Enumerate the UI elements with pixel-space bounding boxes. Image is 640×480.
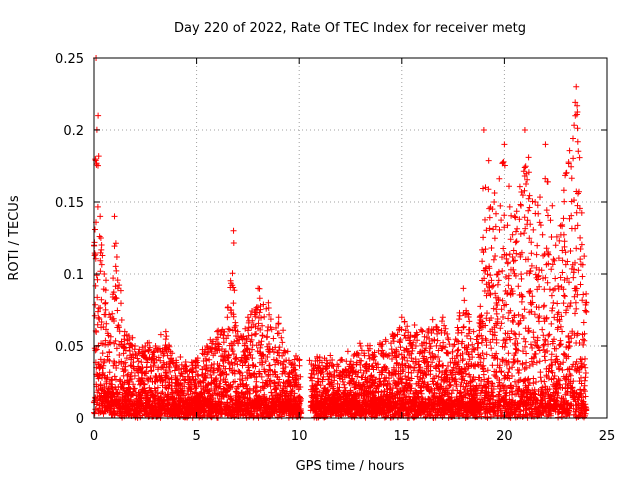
x-tick-label: 5 (192, 429, 200, 444)
y-tick-label: 0 (76, 412, 84, 427)
plot-frame (93, 57, 608, 419)
roti-peak-point (97, 213, 104, 220)
x-tick-label: 15 (394, 429, 411, 444)
roti-peak-point (460, 285, 467, 292)
roti-peak-point (542, 141, 549, 148)
roti-peak-point (285, 357, 292, 364)
roti-peak-point (152, 343, 159, 349)
roti-peak-point (230, 227, 237, 234)
roti-peak-point (173, 357, 180, 364)
y-tick-label: 0.05 (55, 340, 84, 355)
roti-peak-point (306, 357, 313, 364)
y-axis-label: ROTI / TECUs (7, 195, 22, 280)
roti-peak-point (552, 242, 559, 249)
roti-peak-point (162, 328, 169, 335)
x-axis-label: GPS time / hours (296, 459, 405, 474)
roti-peak-point (101, 271, 108, 277)
roti-peak-point (439, 314, 446, 321)
roti-peak-point (532, 199, 539, 205)
grid-lines (94, 58, 607, 418)
roti-peak-point (234, 328, 241, 335)
roti-peak-point (107, 314, 114, 321)
roti-peak-point (470, 328, 477, 335)
roti-peak-point (203, 343, 210, 349)
roti-peak-point (357, 343, 364, 349)
roti-peak-point (491, 199, 498, 205)
y-tick-label: 0.15 (55, 196, 84, 211)
roti-peak-point (476, 314, 483, 321)
y-tick-label: 0.2 (63, 124, 84, 139)
roti-peak-point (501, 141, 508, 148)
roti-peak-point (296, 357, 303, 364)
roti-peak-point (562, 170, 569, 177)
roti-peak-point (419, 328, 426, 335)
axis-ticks: 0 5 10 15 20 25 0 0.05 0.1 0.15 0.2 0.25 (55, 52, 615, 444)
roti-peak-point (480, 127, 487, 133)
roti-peak-point (316, 357, 323, 364)
roti-peak-point (265, 299, 272, 306)
roti-peak-point (275, 314, 282, 321)
roti-peak-point (111, 213, 118, 220)
roti-peak-point (255, 285, 262, 292)
x-tick-label: 10 (291, 429, 308, 444)
roti-peak-point (521, 127, 528, 133)
roti-peak-point (214, 328, 221, 335)
roti-peak-point (193, 357, 200, 364)
roti-peak-point (142, 343, 149, 349)
roti-peak-point (583, 299, 590, 306)
y-tick-label: 0.1 (63, 268, 84, 283)
roti-peak-point (244, 314, 251, 321)
roti-peak-point (398, 314, 405, 321)
roti-peak-point (378, 343, 385, 349)
roti-peak-point (337, 357, 344, 364)
x-tick-label: 0 (90, 429, 98, 444)
roti-peak-point (573, 83, 580, 90)
x-tick-label: 25 (599, 429, 616, 444)
roti-peak-point (121, 328, 128, 335)
roti-peak-point (450, 343, 457, 349)
x-tick-label: 20 (496, 429, 513, 444)
chart-title: Day 220 of 2022, Rate Of TEC Index for r… (174, 21, 526, 36)
y-tick-label: 0.25 (55, 52, 84, 67)
roti-peak-point (511, 213, 518, 220)
roti-peak-point (132, 343, 139, 349)
roti-peak-point (95, 112, 102, 119)
roti-peak-point (224, 314, 231, 321)
